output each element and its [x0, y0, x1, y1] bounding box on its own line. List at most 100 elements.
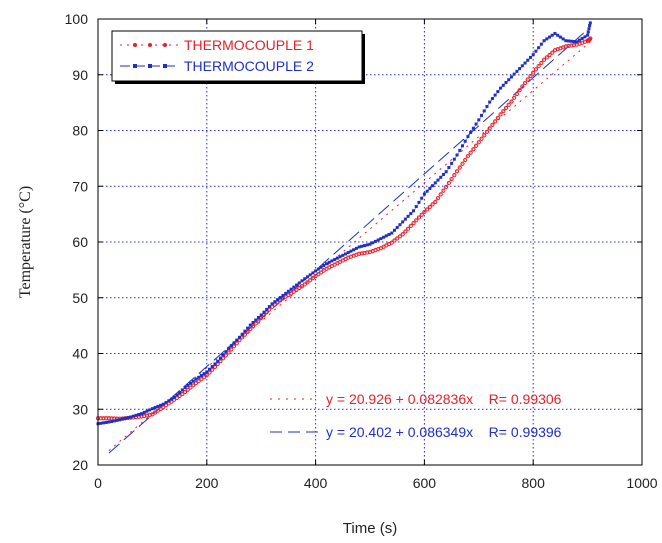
series-2-point	[373, 239, 377, 243]
series-1-point	[419, 212, 424, 217]
series-1-point	[444, 184, 449, 189]
series-2-point	[297, 281, 301, 285]
series-1-point	[525, 77, 530, 82]
series-1-point	[468, 150, 473, 155]
series-2-point	[371, 241, 375, 245]
series-2-point	[398, 223, 402, 227]
series-2-point	[232, 341, 236, 345]
series-1-markers	[95, 36, 593, 421]
series-2-point	[354, 246, 358, 250]
series-2-point	[499, 86, 503, 90]
series-2-point	[526, 58, 530, 62]
series-1-point	[479, 136, 484, 141]
series-2-point	[183, 385, 187, 389]
fit-annotation-thermocouple-1: y = 20.926 + 0.082836x R= 0.99306	[270, 391, 562, 407]
series-2-point	[561, 37, 565, 41]
series-1-point	[446, 180, 451, 186]
series-2-point	[175, 393, 179, 397]
series-1-point	[408, 223, 413, 228]
series-2-point	[227, 346, 231, 350]
series-1-point	[150, 412, 155, 417]
series-2-point	[587, 27, 591, 31]
series-2-point	[450, 161, 454, 165]
series-2-point	[221, 353, 225, 357]
series-1-point	[305, 280, 310, 285]
series-1-point	[547, 52, 552, 58]
series-2-point	[534, 49, 538, 53]
series-2-point	[360, 244, 364, 248]
series-2-point	[548, 35, 552, 39]
series-2-point	[531, 53, 535, 57]
series-2-point	[208, 367, 212, 371]
series-1-point	[441, 188, 446, 193]
legend-marker-series-2	[133, 64, 137, 68]
series-1-point	[463, 157, 468, 163]
series-1-point	[196, 379, 201, 384]
series-2-point	[120, 417, 124, 421]
series-1-point	[422, 209, 427, 215]
x-tick-label-0: 0	[94, 475, 102, 491]
series-2-point	[357, 245, 361, 249]
series-2-point	[344, 252, 348, 256]
legend-label-thermocouple-2: THERMOCOUPLE 2	[184, 58, 314, 74]
series-1-point	[253, 321, 258, 326]
series-2-point	[528, 55, 532, 59]
x-tick-label-2: 400	[304, 475, 328, 491]
series-2-point	[137, 413, 141, 417]
series-2-point	[129, 415, 133, 419]
series-2-point	[455, 153, 459, 157]
series-1-point	[473, 143, 479, 148]
y-tick-label-7: 90	[72, 67, 88, 83]
series-2-point	[197, 375, 201, 379]
series-1-point	[416, 215, 422, 220]
series-1-point	[389, 240, 394, 245]
series-2-point	[401, 220, 405, 224]
series-2-point	[577, 38, 581, 42]
series-2-point	[439, 175, 443, 179]
series-2-point	[240, 332, 244, 336]
series-2-point	[352, 248, 356, 252]
legend-swatch-thermocouple-2	[120, 64, 180, 68]
legend-entry-thermocouple-2: THERMOCOUPLE 2	[120, 58, 314, 74]
series-2-point	[213, 362, 217, 366]
y-tick-label-8: 100	[65, 11, 89, 27]
series-2-point	[346, 251, 350, 255]
series-1-point	[397, 234, 403, 239]
series-2-point	[112, 419, 116, 423]
series-1-point	[512, 95, 517, 100]
series-2-point	[319, 265, 323, 269]
series-1-point	[520, 84, 525, 89]
series-1-point	[395, 236, 400, 241]
series-1-point	[299, 284, 305, 289]
y-tick-label-4: 60	[72, 234, 88, 250]
series-2-point	[218, 356, 222, 360]
series-1-point	[155, 408, 160, 413]
series-2-point	[235, 338, 239, 342]
series-2-point	[588, 21, 592, 25]
series-1-point	[310, 276, 315, 281]
legend-marker-series-1	[148, 43, 152, 47]
series-1-point	[248, 326, 253, 332]
series-2-point	[463, 139, 467, 143]
series-2-point	[115, 418, 119, 422]
series-1-point	[541, 57, 547, 62]
series-2-point	[107, 420, 111, 424]
series-1-point	[245, 329, 250, 334]
series-2-point	[259, 313, 263, 317]
series-2-point	[409, 212, 413, 216]
series-2-point	[243, 329, 247, 333]
series-2-point	[515, 69, 519, 73]
series-2-point	[194, 377, 198, 381]
series-2-point	[414, 205, 418, 209]
series-1-point	[544, 55, 549, 60]
series-2-point	[123, 416, 127, 420]
y-tick-label-6: 80	[72, 123, 88, 139]
series-2-point	[322, 264, 326, 268]
series-2-point	[205, 370, 209, 374]
series-2-point	[428, 186, 432, 190]
series-2-point	[556, 33, 560, 37]
legend-marker-series-1	[163, 43, 167, 47]
series-2-point	[569, 39, 573, 43]
series-1-point	[482, 133, 487, 138]
